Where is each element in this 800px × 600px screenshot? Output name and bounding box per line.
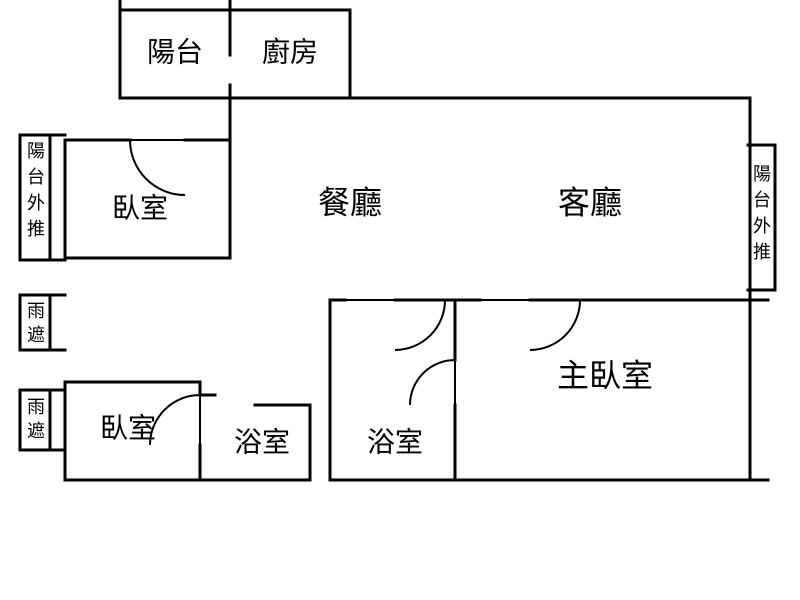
room-label-master-bedroom: 主臥室 <box>557 357 653 393</box>
walls-layer <box>20 0 775 480</box>
vert-label-awning-1: 雨 <box>27 301 45 321</box>
room-label-kitchen: 廚房 <box>262 36 318 67</box>
vert-label-balcony-ext-right: 外 <box>753 216 771 236</box>
vert-label-balcony-ext-right: 推 <box>753 242 771 262</box>
door-arc <box>530 300 580 350</box>
vert-label-awning-2: 遮 <box>27 421 45 441</box>
room-label-bath-1: 浴室 <box>234 426 290 457</box>
vert-label-awning-2: 雨 <box>27 397 45 417</box>
vert-label-balcony-ext-left: 推 <box>27 219 45 239</box>
room-label-dining: 餐廳 <box>318 184 382 220</box>
room-label-balcony-top: 陽台 <box>147 36 203 67</box>
room-label-bath-2: 浴室 <box>367 426 423 457</box>
floor-plan: 陽台廚房臥室餐廳客廳主臥室臥室浴室浴室陽台外推陽台外推雨遮雨遮 <box>0 0 800 600</box>
vert-label-balcony-ext-right: 陽 <box>753 164 771 184</box>
labels-layer: 陽台廚房臥室餐廳客廳主臥室臥室浴室浴室陽台外推陽台外推雨遮雨遮 <box>27 36 771 457</box>
door-arc <box>410 360 455 405</box>
vert-label-balcony-ext-left: 外 <box>27 193 45 213</box>
vert-label-balcony-ext-left: 台 <box>27 167 45 187</box>
vert-label-balcony-ext-right: 台 <box>753 190 771 210</box>
room-label-bedroom-1: 臥室 <box>112 192 168 223</box>
vert-label-awning-1: 遮 <box>27 325 45 345</box>
door-arc <box>150 395 200 445</box>
room-label-living: 客廳 <box>558 184 622 220</box>
vert-label-balcony-ext-left: 陽 <box>27 141 45 161</box>
door-arc <box>395 300 445 350</box>
room-label-bedroom-2: 臥室 <box>100 412 156 443</box>
door-arc <box>130 140 185 195</box>
